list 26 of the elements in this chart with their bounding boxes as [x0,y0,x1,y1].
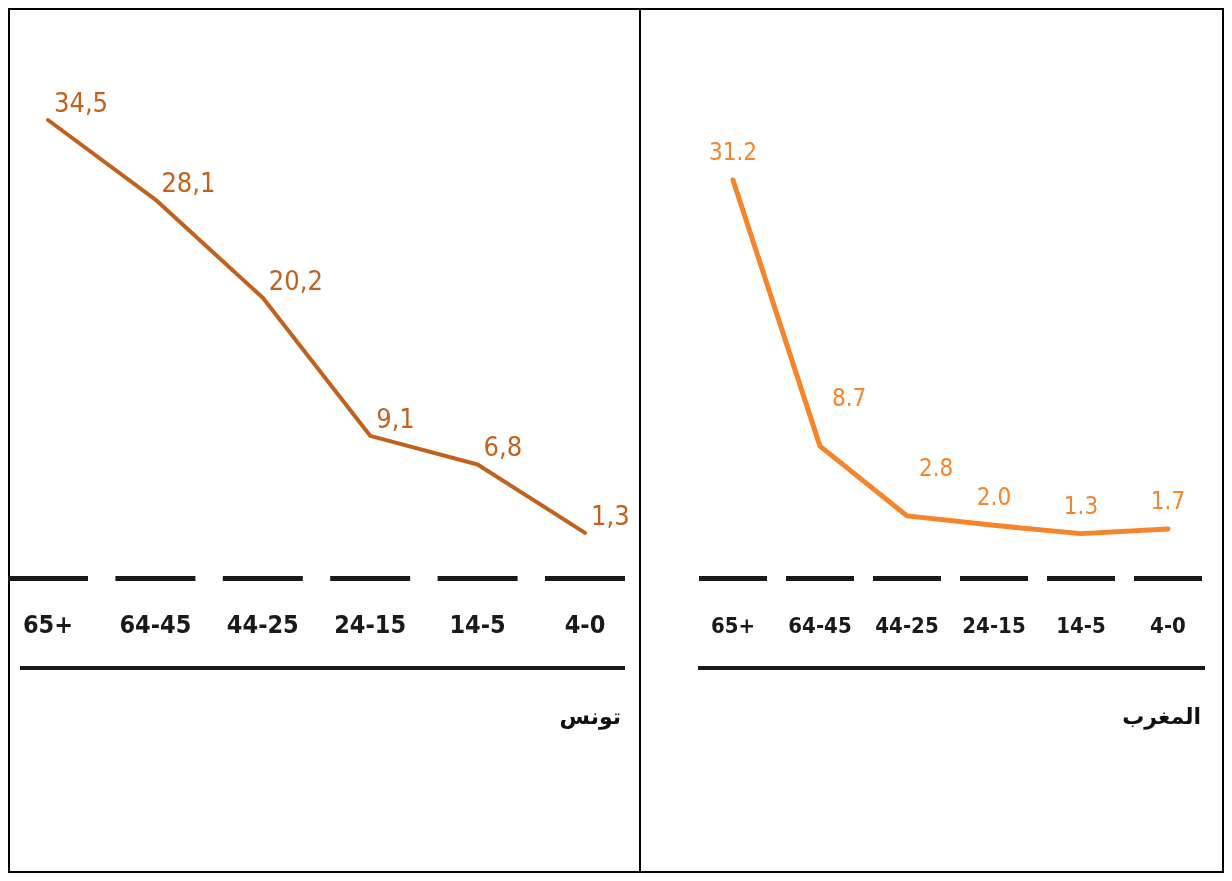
x-axis-title: تونس [559,704,621,730]
data-label: 34,5 [54,87,109,118]
x-tick-label: 14-5 [1056,613,1106,638]
x-tick-label: 24-15 [962,613,1026,638]
x-tick-label: 44-25 [875,613,939,638]
data-label: 28,1 [161,166,216,198]
data-label: 6,8 [483,431,523,463]
x-tick-label: 4-0 [564,610,606,639]
x-tick-label: 65+ [22,610,74,639]
data-label: 8.7 [832,384,867,413]
data-label: 2.8 [919,453,954,482]
x-tick-label: 4-0 [1150,613,1186,638]
data-label: 1,3 [591,499,630,531]
x-tick-label: 14-5 [449,610,506,639]
data-label: 9,1 [376,402,415,434]
data-label: 1.3 [1063,491,1099,520]
x-tick-label: 24-15 [334,610,407,639]
x-tick-label: 64-45 [788,613,852,638]
data-label: 31.2 [708,138,758,166]
data-label: 2.0 [976,483,1012,512]
data-label: 1.7 [1150,486,1186,515]
x-tick-label: 65+ [710,613,756,638]
x-axis-title: المغرب [1122,704,1201,730]
x-tick-label: 44-25 [226,610,299,639]
x-tick-label: 64-45 [119,610,192,639]
data-label: 20,2 [268,264,323,296]
